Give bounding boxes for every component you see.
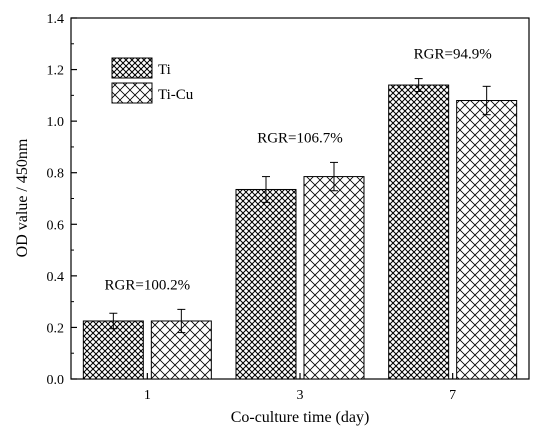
legend-label-ti: Ti (158, 62, 171, 78)
bar-ti-cu (303, 176, 365, 380)
y-axis-title: OD value / 450nm (14, 138, 31, 257)
annotations-layer: RGR=100.2% RGR=106.7% RGR=94.9% (105, 47, 492, 294)
bars-layer (82, 84, 518, 380)
y-tick-label: 0.4 (47, 270, 65, 285)
legend-label-ti-cu: Ti-Cu (158, 87, 194, 103)
x-tick-label: 7 (449, 388, 456, 403)
bar-ti (235, 188, 297, 380)
y-axis: 0.0 0.2 0.4 0.6 0.8 1.0 1.2 1.4 (47, 12, 77, 388)
y-tick-label: 1.2 (47, 64, 65, 79)
x-tick-label: 3 (297, 388, 304, 403)
legend: Ti Ti-Cu (111, 57, 194, 104)
y-tick-label: 0.6 (47, 218, 65, 233)
x-tick-label: 1 (144, 388, 151, 403)
legend-swatch-ti-cu (111, 82, 153, 104)
error-bars-layer (109, 78, 491, 334)
y-tick-label: 1.4 (47, 12, 65, 27)
rgr-annotation: RGR=106.7% (257, 130, 343, 146)
y-tick-label: 0.0 (47, 373, 65, 388)
rgr-annotation: RGR=94.9% (414, 47, 492, 63)
x-axis-title: Co-culture time (day) (231, 409, 370, 426)
x-axis: 1 3 7 (144, 373, 456, 403)
bar-ti (82, 320, 144, 380)
y-tick-label: 1.0 (47, 115, 65, 130)
y-tick-label: 0.8 (47, 167, 65, 182)
y-tick-label: 0.2 (47, 321, 65, 336)
rgr-annotation: RGR=100.2% (105, 277, 191, 293)
bar-ti-cu (456, 100, 518, 380)
bar-ti (388, 84, 450, 380)
legend-swatch-ti (111, 57, 153, 79)
